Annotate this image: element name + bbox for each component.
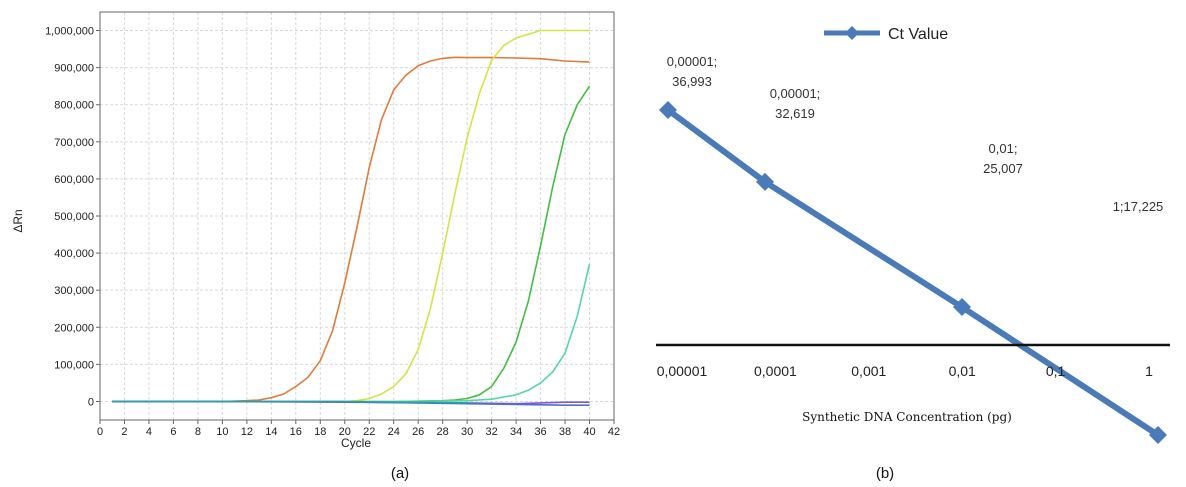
ct-value-marker [1149, 426, 1167, 444]
x-tick-label: 4 [146, 426, 152, 438]
data-label: 0,00001; 36,993 [667, 54, 718, 89]
panel-a-grid [100, 12, 614, 420]
legend-marker [845, 26, 859, 40]
x-tick-label: 38 [559, 426, 571, 438]
x-tick-label: 30 [461, 426, 473, 438]
y-tick-label: 100,000 [54, 359, 94, 371]
panel-b-series [659, 101, 1167, 444]
x-tick-label: 26 [412, 426, 424, 438]
x-tick-label: 34 [510, 426, 522, 438]
y-tick-label: 600,000 [54, 174, 94, 186]
x-tick-label: 32 [485, 426, 497, 438]
y-tick-label: 200,000 [54, 322, 94, 334]
x-tick-label: 18 [314, 426, 326, 438]
x-tick-label: 2 [121, 426, 127, 438]
panel-b-legend: Ct Value [824, 26, 948, 43]
y-tick-label: 900,000 [54, 63, 94, 75]
panel-b-label: (b) [876, 465, 894, 482]
x-tick-label: 0 [97, 426, 103, 438]
panel-a-series [112, 29, 591, 407]
data-label: 1;17,225 [1113, 199, 1164, 214]
y-tick-label: 800,000 [54, 100, 94, 112]
panel-b-x-axis-title: Synthetic DNA Concentration (pg) [802, 410, 1012, 424]
panel-a-x-ticks: 0 2 4 6 8 10 12 14 16 18 20 22 24 26 28 30 32 34 36 38 40 42 [97, 420, 620, 438]
data-label: 0,01; 25,007 [983, 141, 1023, 176]
x-tick-label: 42 [608, 426, 620, 438]
x-tick-label: 1 [1145, 363, 1153, 379]
x-tick-label: 14 [265, 426, 277, 438]
x-tick-label: 16 [290, 426, 302, 438]
x-tick-label: 36 [534, 426, 546, 438]
panel-b-x-ticks: 0,00001 0,0001 0,001 0,01 0,1 1 [657, 363, 1153, 379]
amplification-curve [112, 400, 468, 404]
x-tick-label: 0,00001 [657, 363, 708, 379]
panel-a: 0 100,000 200,000 300,000 400,000 500,000 600,… [11, 11, 620, 482]
y-tick-label: 300,000 [54, 285, 94, 297]
panel-a-label: (a) [391, 465, 409, 482]
panel-a-x-axis-title: Cycle [341, 436, 371, 450]
x-tick-label: 6 [170, 426, 176, 438]
x-tick-label: 10 [216, 426, 228, 438]
x-tick-label: 0,0001 [754, 363, 797, 379]
y-tick-label: 0 [88, 396, 94, 408]
x-tick-label: 20 [339, 426, 351, 438]
x-tick-label: 12 [241, 426, 253, 438]
y-tick-label: 1,000,000 [45, 26, 94, 38]
x-tick-label: 40 [583, 426, 595, 438]
y-tick-label: 500,000 [54, 211, 94, 223]
x-tick-label: 0,001 [851, 363, 886, 379]
x-tick-label: 28 [437, 426, 449, 438]
x-tick-label: 24 [388, 426, 400, 438]
ct-value-marker [756, 172, 774, 191]
y-tick-label: 400,000 [54, 248, 94, 260]
x-tick-label: 8 [195, 426, 201, 438]
x-tick-label: 0,01 [949, 363, 976, 379]
panel-a-y-axis-title: ΔRn [11, 209, 25, 232]
ct-value-line [665, 107, 1161, 438]
y-tick-label: 700,000 [54, 137, 94, 149]
legend-label: Ct Value [888, 26, 948, 43]
x-tick-label: 22 [363, 426, 375, 438]
x-tick-label: 0,1 [1046, 363, 1066, 379]
panel-b-point-labels: 0,00001; 36,993 0,00001; 32,619 0,01; 25,007 1… [667, 54, 1164, 214]
data-label: 0,00001; 32,619 [770, 86, 821, 121]
panel-a-y-ticks: 0 100,000 200,000 300,000 400,000 500,000 600,… [45, 26, 100, 408]
ct-value-marker [953, 298, 971, 317]
ct-value-marker [659, 101, 677, 119]
